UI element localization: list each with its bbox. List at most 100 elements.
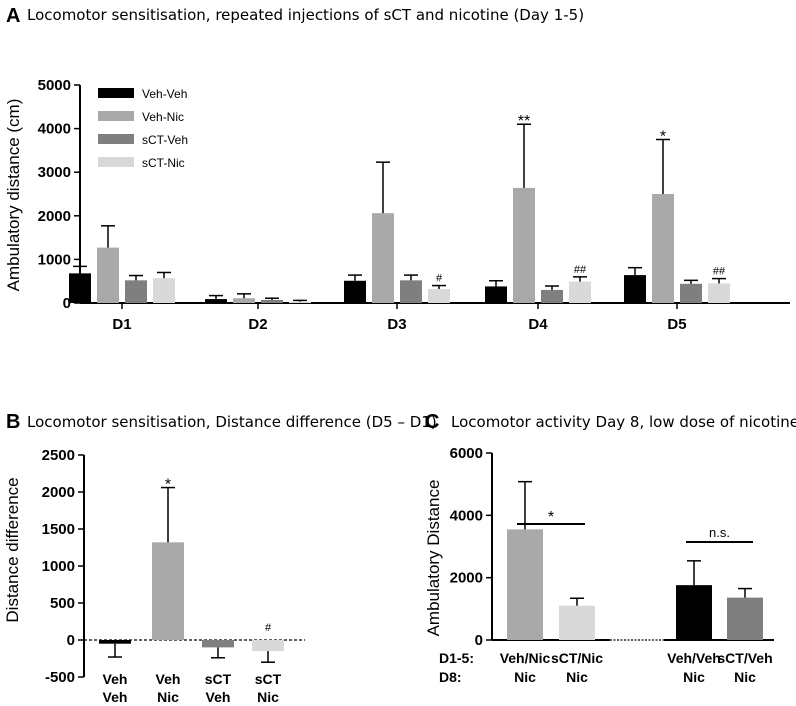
- legend-swatch: [98, 134, 134, 144]
- category-label-line1: Veh: [156, 671, 181, 687]
- y-tick-label: -500: [45, 669, 75, 686]
- comparison-label: n.s.: [709, 525, 730, 540]
- panel-b-title: Locomotor sensitisation, Distance differ…: [27, 413, 437, 431]
- y-tick-label: 500: [50, 595, 75, 612]
- bar: [233, 298, 255, 303]
- row-label-d1-5: D1-5:: [439, 650, 474, 666]
- category-label-line1: Veh/Veh: [667, 650, 721, 666]
- significance-marker: *: [165, 477, 171, 494]
- category-label-line2: Nic: [514, 669, 536, 685]
- panel-b-annotations: *#: [165, 477, 272, 634]
- legend-swatch: [98, 111, 134, 121]
- bar: [125, 280, 147, 303]
- category-label-line2: Nic: [257, 689, 279, 705]
- bar: [541, 289, 563, 303]
- y-tick-label: 1000: [38, 251, 71, 268]
- panel-a-ylabel: Ambulatory distance (cm): [4, 99, 23, 292]
- panel-a-label: A: [6, 5, 20, 27]
- panel-c-label: C: [425, 411, 439, 433]
- category-label-line2: Veh: [103, 689, 128, 705]
- panel-b-y-ticks: -500 0 500 1000 1500 2000 2500: [42, 447, 84, 686]
- panel-b-label: B: [6, 411, 20, 433]
- y-tick-label: 5000: [38, 77, 71, 94]
- significance-marker: #: [265, 622, 272, 634]
- panel-b-ylabel: Distance difference: [3, 477, 22, 622]
- category-label-line1: Veh: [103, 671, 128, 687]
- legend-label: Veh-Nic: [142, 110, 184, 124]
- category-label: D1: [112, 316, 131, 333]
- legend-swatch: [98, 88, 134, 98]
- y-tick-label: 4000: [38, 121, 71, 138]
- legend-label: sCT-Veh: [142, 133, 188, 147]
- category-label-line2: Nic: [157, 689, 179, 705]
- category-label: D3: [387, 316, 406, 333]
- bar: [485, 286, 507, 303]
- bar: [202, 640, 234, 648]
- bar: [372, 213, 394, 303]
- significance-marker: **: [518, 113, 530, 130]
- category-label-line2: Nic: [683, 669, 705, 685]
- panel-c-comparisons: * n.s.: [517, 509, 753, 543]
- bar: [97, 247, 119, 303]
- y-tick-label: 0: [63, 295, 71, 312]
- bar: [513, 187, 535, 303]
- panel-b-categories: Veh Veh Veh Nic sCT Veh sCT Nic: [103, 671, 282, 705]
- bar: [652, 194, 674, 303]
- comparison-label: *: [548, 509, 554, 526]
- category-label: D4: [528, 316, 548, 333]
- panel-b: B Locomotor sensitisation, Distance diff…: [3, 411, 437, 705]
- bar: [261, 299, 283, 303]
- bar: [252, 640, 284, 652]
- y-tick-label: 0: [67, 632, 75, 649]
- bar: [153, 278, 175, 303]
- panel-b-bars: [99, 486, 284, 663]
- category-label-line2: Nic: [566, 669, 588, 685]
- panel-c-categories: D1-5:D8:Veh/NicNicsCT/NicNicVeh/VehNicsC…: [439, 650, 773, 685]
- panel-c: C Locomotor activity Day 8, low dose of …: [424, 411, 796, 685]
- legend-swatch: [98, 157, 134, 167]
- bar: [507, 529, 543, 640]
- category-label-line1: sCT: [255, 671, 282, 687]
- significance-marker: #: [436, 273, 443, 285]
- legend-label: Veh-Veh: [142, 87, 187, 101]
- category-label: D5: [667, 316, 686, 333]
- y-tick-label: 4000: [450, 507, 483, 524]
- bar: [676, 585, 712, 640]
- panel-a: A Locomotor sensitisation, repeated inje…: [4, 5, 790, 333]
- y-tick-label: 1000: [42, 558, 75, 575]
- significance-marker: ##: [713, 266, 726, 278]
- y-tick-label: 2000: [38, 208, 71, 225]
- panel-a-title: Locomotor sensitisation, repeated inject…: [27, 6, 584, 24]
- panel-a-bars: [69, 123, 730, 303]
- legend-label: sCT-Nic: [142, 156, 185, 170]
- panel-a-legend: Veh-Veh Veh-Nic sCT-Veh sCT-Nic: [98, 87, 188, 170]
- category-label: D2: [248, 316, 267, 333]
- bar: [559, 605, 595, 640]
- y-tick-label: 2000: [450, 570, 483, 587]
- panel-c-ylabel: Ambulatory Distance: [424, 480, 443, 637]
- bar: [289, 301, 311, 303]
- bar: [727, 597, 763, 640]
- y-tick-label: 1500: [42, 521, 75, 538]
- category-label-line1: sCT/Nic: [551, 650, 603, 666]
- bar: [680, 283, 702, 303]
- category-label-line1: sCT: [205, 671, 232, 687]
- bar: [428, 289, 450, 303]
- y-tick-label: 0: [475, 632, 483, 649]
- bar: [205, 299, 227, 303]
- panel-c-bars: [507, 480, 763, 640]
- bar: [344, 280, 366, 303]
- panel-a-categories: D1 D2 D3 D4 D5: [112, 303, 687, 333]
- row-label-d8: D8:: [439, 669, 462, 685]
- y-tick-label: 6000: [450, 445, 483, 462]
- y-tick-label: 3000: [38, 164, 71, 181]
- panel-a-y-ticks: 0 1000 2000 3000 4000 5000: [38, 77, 80, 312]
- y-tick-label: 2000: [42, 484, 75, 501]
- bar: [152, 542, 184, 640]
- panel-c-title: Locomotor activity Day 8, low dose of ni…: [451, 413, 796, 431]
- bar: [400, 280, 422, 303]
- bar: [708, 283, 730, 303]
- category-label-line1: sCT/Veh: [717, 650, 772, 666]
- bar: [69, 273, 91, 303]
